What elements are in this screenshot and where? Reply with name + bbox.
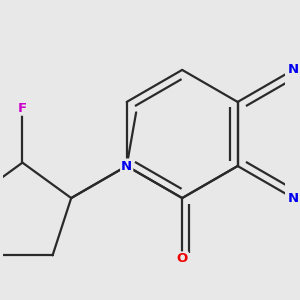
Text: N: N [288, 192, 299, 205]
Text: N: N [288, 63, 299, 76]
Text: N: N [121, 160, 132, 172]
Text: F: F [18, 102, 27, 115]
Text: O: O [176, 252, 188, 266]
